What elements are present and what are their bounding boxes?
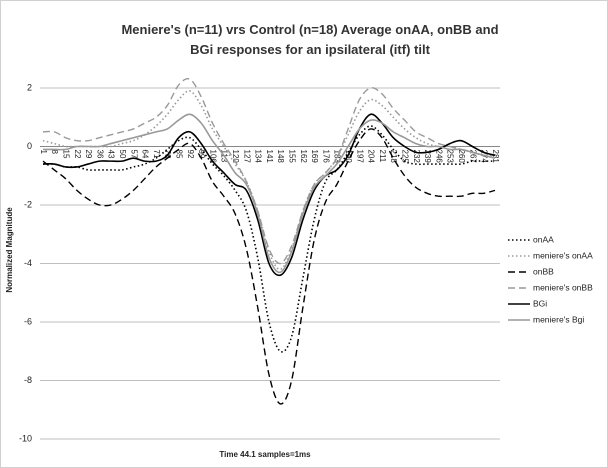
x-tick-label: 85: [174, 150, 183, 159]
x-tick-label: 204: [367, 150, 376, 164]
x-tick-label: 148: [276, 150, 285, 164]
x-tick-label: 211: [378, 150, 387, 163]
x-tick-label: 120: [231, 150, 240, 164]
x-tick-label: 22: [73, 150, 82, 159]
x-tick-label: 106: [208, 150, 217, 164]
x-tick-label: 36: [95, 150, 104, 159]
x-tick-label: 239: [423, 150, 432, 164]
y-tick-label: -10: [19, 433, 32, 443]
series-line: [43, 113, 496, 274]
x-tick-label: 197: [355, 150, 364, 164]
y-tick-label: -6: [24, 316, 32, 326]
x-tick-label: 169: [310, 150, 319, 164]
x-tick-label: 225: [400, 150, 409, 164]
series-line: [42, 113, 496, 277]
series-line: [42, 77, 496, 265]
x-tick-label: 246: [434, 150, 443, 164]
legend-label: onBB: [533, 266, 554, 276]
x-tick-label: 50: [118, 150, 127, 159]
x-tick-label: 92: [186, 150, 195, 159]
y-tick-label: -8: [24, 375, 32, 385]
x-tick-label: 1: [39, 150, 48, 155]
x-tick-label: 190: [344, 150, 353, 164]
y-tick-label: 2: [27, 82, 32, 92]
y-tick-label: -4: [24, 258, 32, 268]
x-tick-label: 71: [152, 150, 161, 159]
x-tick-label: 127: [242, 150, 251, 164]
series-line: [42, 125, 495, 353]
x-tick-label: 260: [457, 150, 466, 164]
x-tick-label: 43: [107, 150, 116, 159]
x-tick-label: 141: [265, 150, 274, 164]
legend-label: onAA: [533, 234, 554, 244]
legend-label: BGi: [533, 298, 547, 308]
x-tick-label: 155: [287, 150, 296, 164]
x-tick-label: 218: [389, 150, 398, 164]
x-tick-label: 8: [50, 150, 59, 155]
x-tick-label: 15: [61, 150, 70, 159]
chart-title: Meniere's (n=11) vrs Control (n=18) Aver…: [121, 22, 499, 57]
x-tick-label: 134: [254, 150, 263, 164]
y-tick-label: 0: [27, 141, 32, 151]
series-line: [42, 128, 496, 405]
x-tick-label: 99: [197, 150, 206, 159]
y-axis-label: Normalized Magnitude: [5, 207, 14, 293]
x-axis-label: Time 44.1 samples=1ms: [219, 450, 311, 459]
x-tick-label: 253: [446, 150, 455, 164]
x-tick-label: 57: [129, 150, 138, 159]
y-tick-label: -2: [24, 199, 32, 209]
x-tick-label: 232: [412, 150, 421, 164]
legend-label: meniere's Bgi: [533, 314, 584, 324]
x-tick-label: 29: [84, 150, 93, 159]
x-tick-label: 64: [141, 150, 150, 159]
legend-label: meniere's onAA: [533, 250, 593, 260]
x-tick-label: 162: [299, 150, 308, 164]
x-tick-label: 267: [468, 150, 477, 164]
x-tick-label: 176: [321, 150, 330, 164]
series-line: [42, 90, 496, 271]
x-tick-label: 274: [480, 150, 489, 164]
x-tick-label: 281: [491, 150, 500, 164]
legend-label: meniere's onBB: [533, 282, 593, 292]
